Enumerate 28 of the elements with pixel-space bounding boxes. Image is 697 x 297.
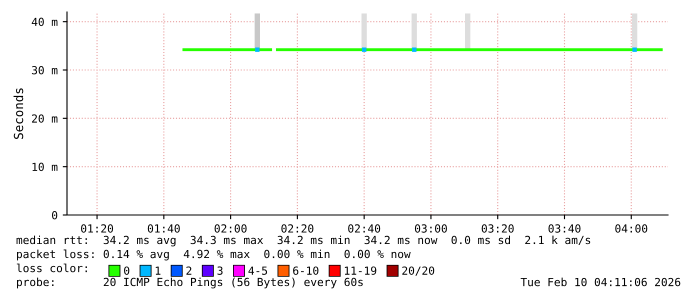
legend-label: 0 [124, 266, 130, 275]
x-tick-label: 02:40 [348, 224, 380, 233]
text: packet loss: 0.14 % avg 4.92 % max 0.00 % min 0.00 % now [17, 250, 411, 260]
legend-label: 4-5 [248, 266, 268, 275]
x-tick-label: 03:40 [548, 224, 580, 233]
legend-label: 1 [156, 266, 160, 275]
legend-label: 20/20 [402, 266, 434, 276]
legend-label: 3 [217, 266, 223, 275]
x-tick-label: 04:00 [615, 224, 648, 233]
y-tick-label: 0 [52, 211, 58, 220]
legend-label: 6-10 [293, 266, 318, 275]
legend-label: 11-19 [344, 266, 376, 275]
y-tick-label: 10 m [32, 162, 58, 172]
x-tick-label: 01:40 [148, 224, 180, 233]
y-tick-label: 40 m [32, 18, 58, 26]
x-tick-label: 02:00 [214, 224, 247, 233]
text: probe: 20 ICMP Echo Pings (56 Bytes) every 60s [17, 278, 363, 288]
y-tick-label: 30 m [32, 66, 58, 74]
x-tick-label: 02:20 [281, 224, 314, 233]
x-tick-label: 03:20 [482, 224, 514, 233]
y-axis-title: Seconds [14, 88, 24, 139]
text: median rtt: 34.2 ms avg 34.3 ms max 34.2 ms min 34.2 ms now 0.0 ms sd 2.1 k am/s [16, 236, 590, 246]
legend-label: 2 [186, 266, 192, 275]
y-tick-label: 20 m [32, 114, 58, 123]
legend-title: loss color: [16, 264, 87, 272]
text: Tue Feb 10 04:11:06 2026 [520, 278, 680, 286]
x-tick-label: 01:20 [81, 224, 114, 233]
x-tick-label: 03:00 [414, 224, 447, 233]
